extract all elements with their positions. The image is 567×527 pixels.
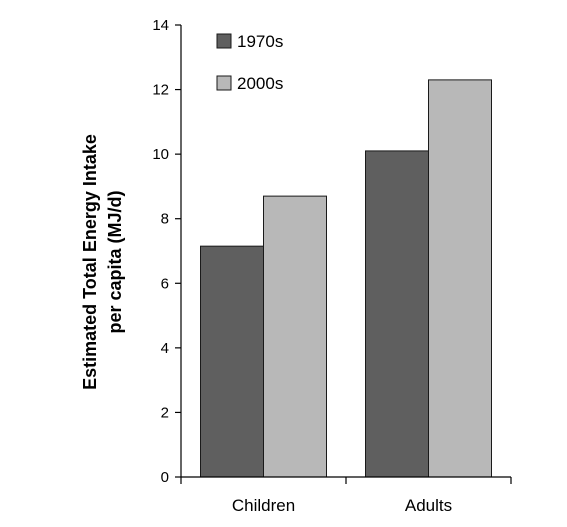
axes-group: Children Adults 0 2 4 6 8 10 12 14 (152, 17, 512, 515)
y-axis-label: Estimated Total Energy Intake per capita… (80, 134, 125, 390)
y-tick-label-12: 12 (152, 82, 169, 99)
bar-2000s-children (263, 195, 327, 478)
legend-swatch-1970s (216, 33, 232, 49)
y-tick-label-2: 2 (161, 404, 169, 421)
x-tick-label-adults: Adults (405, 496, 452, 515)
y-tick-label-14: 14 (152, 17, 169, 34)
y-tick-label-8: 8 (161, 211, 169, 228)
y-tick-label-0: 0 (161, 469, 169, 486)
bars-group (200, 79, 492, 478)
y-tick-label-6: 6 (161, 275, 169, 292)
y-axis-label-line2: per capita (MJ/d) (105, 190, 125, 333)
bar-2000s-adults (428, 79, 492, 478)
y-axis-label-line1: Estimated Total Energy Intake (80, 134, 100, 390)
y-tick-label-4: 4 (161, 340, 169, 357)
legend: 1970s 2000s (216, 32, 283, 93)
bar-1970s-adults (365, 150, 429, 478)
legend-label-2000s: 2000s (237, 74, 283, 93)
legend-swatch-2000s (216, 75, 232, 91)
x-tick-label-children: Children (232, 496, 295, 515)
y-tick-label-10: 10 (152, 146, 169, 163)
legend-label-1970s: 1970s (237, 32, 283, 51)
bar-1970s-children (200, 245, 264, 478)
